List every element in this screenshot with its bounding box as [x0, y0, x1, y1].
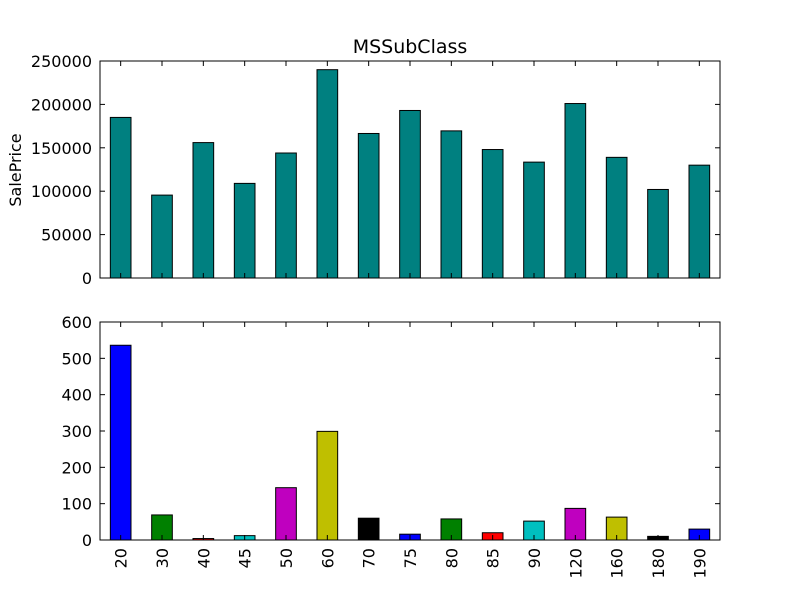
- y-tick-label: 200: [61, 458, 92, 477]
- y-tick-label: 600: [61, 313, 92, 332]
- bar-60: [316, 430, 339, 541]
- x-tick-label: 80: [442, 548, 461, 568]
- bar-20: [109, 116, 132, 279]
- x-tick-label: 85: [484, 548, 503, 568]
- x-tick-label: 45: [236, 548, 255, 568]
- y-tick-label: 0: [82, 531, 92, 550]
- bar-75: [399, 109, 421, 279]
- y-tick-label: 100: [61, 495, 92, 514]
- bar-30: [151, 194, 173, 279]
- bar-190: [688, 164, 711, 279]
- y-tick-label: 300: [61, 422, 92, 441]
- bar-85: [481, 149, 504, 279]
- bottom-plot-area: 0 100 200 300 400 500 600 20 30 40 45 50 60 70 75 80 85 9…: [61, 313, 721, 579]
- x-tick-label: 90: [525, 548, 544, 568]
- bar-160: [605, 156, 628, 279]
- x-tick-label: 160: [608, 548, 627, 579]
- bar-120: [564, 103, 587, 279]
- bar-40: [192, 142, 215, 279]
- bar-45: [233, 182, 256, 279]
- chart-title: MSSubClass: [353, 36, 468, 58]
- top-plot-area: 0 50000 100000 150000 200000 250000: [31, 52, 721, 288]
- x-tick-label: 40: [194, 548, 213, 568]
- y-tick-label: 500: [61, 349, 92, 368]
- y-tick-label: 100000: [31, 182, 92, 201]
- bar-60: [316, 69, 339, 279]
- x-tick-label: 60: [318, 548, 337, 568]
- x-tick-label: 75: [401, 548, 420, 568]
- x-tick-label: 190: [690, 548, 709, 579]
- y-tick-label: 200000: [31, 95, 92, 114]
- y-axis-label: SalePrice: [6, 133, 25, 206]
- y-tick-label: 0: [82, 269, 92, 288]
- bar-20: [109, 344, 132, 541]
- y-tick-label: 250000: [31, 52, 92, 71]
- plot-frame: [99, 321, 721, 541]
- x-tick-label: 20: [112, 548, 131, 568]
- bar-80: [440, 130, 463, 279]
- x-tick-label: 180: [649, 548, 668, 579]
- y-tick-label: 150000: [31, 139, 92, 158]
- bar-50: [275, 152, 297, 279]
- bar-70: [357, 132, 380, 279]
- bar-50: [275, 487, 297, 541]
- x-tick-label: 70: [360, 548, 379, 568]
- x-tick-label: 120: [566, 548, 585, 579]
- x-tick-label: 30: [153, 548, 172, 568]
- bar-180: [647, 188, 669, 279]
- y-tick-label: 50000: [41, 226, 92, 245]
- x-tick-label: 50: [277, 548, 296, 568]
- bar-90: [523, 161, 545, 279]
- y-tick-label: 400: [61, 386, 92, 405]
